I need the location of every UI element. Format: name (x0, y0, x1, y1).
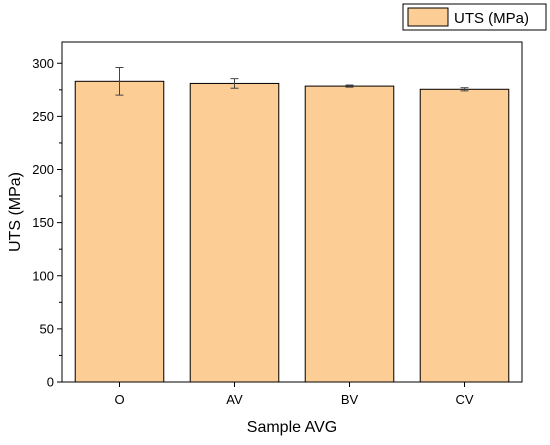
legend: UTS (MPa) (402, 3, 547, 31)
y-tick-label: 50 (40, 321, 54, 336)
y-tick-label: 200 (32, 162, 54, 177)
plot-frame (61, 41, 523, 383)
x-axis: O AV BV CV (114, 382, 474, 407)
x-tick-label: O (114, 392, 124, 407)
legend-swatch (407, 7, 449, 27)
bar-av (189, 82, 280, 383)
error-bars-layer (115, 67, 469, 96)
legend-label: UTS (MPa) (454, 10, 529, 27)
error-bar-cv (460, 87, 469, 92)
error-bar-bv (345, 84, 354, 88)
error-bar-av (230, 78, 239, 89)
error-bar-o (115, 67, 124, 96)
bar-cv (419, 88, 510, 383)
y-tick-label: 300 (32, 56, 54, 71)
y-tick-label: 100 (32, 268, 54, 283)
x-tick-label: AV (226, 392, 243, 407)
x-tick-label: CV (455, 392, 473, 407)
bar-o (74, 80, 165, 383)
y-axis-title: UTS (MPa) (7, 172, 24, 252)
x-axis-title: Sample AVG (247, 419, 337, 436)
y-tick-label: 0 (47, 375, 54, 390)
y-axis: 0 50 100 150 200 250 300 (32, 56, 62, 390)
y-tick-label: 150 (32, 215, 54, 230)
bars-layer (74, 80, 510, 383)
y-tick-label: 250 (32, 109, 54, 124)
bar-bv (304, 85, 395, 383)
x-tick-label: BV (341, 392, 359, 407)
